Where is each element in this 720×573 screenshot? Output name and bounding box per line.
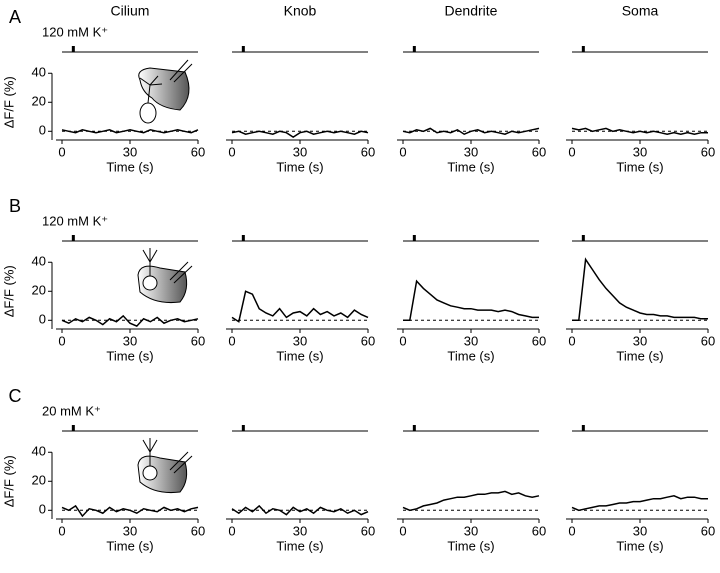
y-tick-label: 40	[32, 254, 46, 269]
x-tick-label: 30	[293, 144, 307, 159]
x-tick-label: 60	[532, 144, 546, 159]
x-tick-label: 0	[568, 523, 575, 538]
x-tick-label: 30	[293, 523, 307, 538]
x-tick-label: 30	[464, 144, 478, 159]
x-axis-label: Time (s)	[447, 538, 494, 553]
column-title: Soma	[622, 3, 659, 19]
stimulus-marker	[241, 235, 245, 241]
x-tick-label: 30	[293, 333, 307, 348]
column-title: Cilium	[111, 3, 150, 19]
panel-letter: B	[9, 196, 21, 216]
x-tick-label: 0	[399, 333, 406, 348]
y-axis-label: ΔF/F (%)	[1, 265, 16, 317]
trace	[571, 127, 708, 135]
x-axis-label: Time (s)	[276, 538, 323, 553]
stimulus-marker	[71, 46, 75, 52]
trace	[572, 257, 708, 322]
y-tick-label: 40	[32, 65, 46, 80]
x-tick-label: 30	[123, 523, 137, 538]
x-tick-label: 60	[191, 523, 205, 538]
y-tick-label: 0	[39, 502, 46, 517]
stimulus-marker	[581, 425, 585, 431]
y-tick-label: 40	[32, 444, 46, 459]
column-title: Knob	[284, 3, 317, 19]
x-tick-label: 60	[701, 333, 715, 348]
x-tick-label: 0	[228, 523, 235, 538]
y-axis-label: ΔF/F (%)	[1, 76, 16, 128]
y-axis-label: ΔF/F (%)	[1, 455, 16, 507]
trace	[61, 314, 199, 327]
stimulus-marker	[71, 235, 75, 241]
x-tick-label: 60	[191, 144, 205, 159]
cell-inset	[137, 438, 193, 493]
x-tick-label: 60	[701, 144, 715, 159]
x-tick-label: 60	[361, 144, 375, 159]
x-tick-label: 30	[464, 333, 478, 348]
x-tick-label: 0	[399, 144, 406, 159]
stimulus-label: 120 mM K⁺	[42, 24, 108, 39]
trace	[571, 495, 708, 512]
stimulus-marker	[71, 425, 75, 431]
cell-inset	[138, 59, 193, 124]
y-tick-label: 0	[39, 312, 46, 327]
x-tick-label: 60	[532, 333, 546, 348]
x-tick-label: 30	[464, 523, 478, 538]
y-tick-label: 20	[32, 283, 46, 298]
x-axis-label: Time (s)	[106, 348, 153, 363]
x-axis-label: Time (s)	[447, 159, 494, 174]
column-title: Dendrite	[445, 3, 498, 19]
stimulus-marker	[581, 235, 585, 241]
y-tick-label: 0	[39, 123, 46, 138]
stimulus-label: 20 mM K⁺	[42, 403, 101, 418]
x-tick-label: 60	[361, 333, 375, 348]
stimulus-marker	[581, 46, 585, 52]
trace	[61, 504, 199, 518]
trace	[402, 127, 540, 136]
x-axis-label: Time (s)	[616, 348, 663, 363]
x-axis-label: Time (s)	[106, 159, 153, 174]
x-tick-label: 30	[633, 144, 647, 159]
x-tick-label: 0	[568, 144, 575, 159]
cell-inset	[137, 248, 193, 303]
panel-letter: A	[9, 7, 21, 27]
stimulus-marker	[241, 46, 245, 52]
stimulus-marker	[412, 46, 416, 52]
x-axis-label: Time (s)	[106, 538, 153, 553]
x-tick-label: 30	[633, 333, 647, 348]
x-tick-label: 0	[228, 144, 235, 159]
x-tick-label: 60	[532, 523, 546, 538]
x-tick-label: 60	[191, 333, 205, 348]
trace	[402, 490, 540, 512]
x-tick-label: 60	[361, 523, 375, 538]
y-tick-label: 20	[32, 94, 46, 109]
x-tick-label: 0	[568, 333, 575, 348]
trace	[403, 279, 539, 322]
stimulus-marker	[241, 425, 245, 431]
x-axis-label: Time (s)	[616, 159, 663, 174]
trace	[231, 290, 369, 323]
x-tick-label: 30	[123, 144, 137, 159]
x-tick-label: 60	[701, 523, 715, 538]
trace	[231, 130, 369, 138]
stimulus-label: 120 mM K⁺	[42, 213, 108, 228]
y-tick-label: 20	[32, 473, 46, 488]
x-tick-label: 0	[58, 523, 65, 538]
x-tick-label: 0	[58, 144, 65, 159]
x-tick-label: 0	[228, 333, 235, 348]
x-tick-label: 0	[399, 523, 406, 538]
stimulus-marker	[412, 235, 416, 241]
x-tick-label: 30	[123, 333, 137, 348]
trace	[231, 504, 369, 516]
panel-letter: C	[9, 386, 22, 406]
trace	[61, 129, 199, 134]
x-tick-label: 0	[58, 333, 65, 348]
x-axis-label: Time (s)	[276, 159, 323, 174]
x-axis-label: Time (s)	[447, 348, 494, 363]
x-axis-label: Time (s)	[616, 538, 663, 553]
x-tick-label: 30	[633, 523, 647, 538]
x-axis-label: Time (s)	[276, 348, 323, 363]
stimulus-marker	[412, 425, 416, 431]
